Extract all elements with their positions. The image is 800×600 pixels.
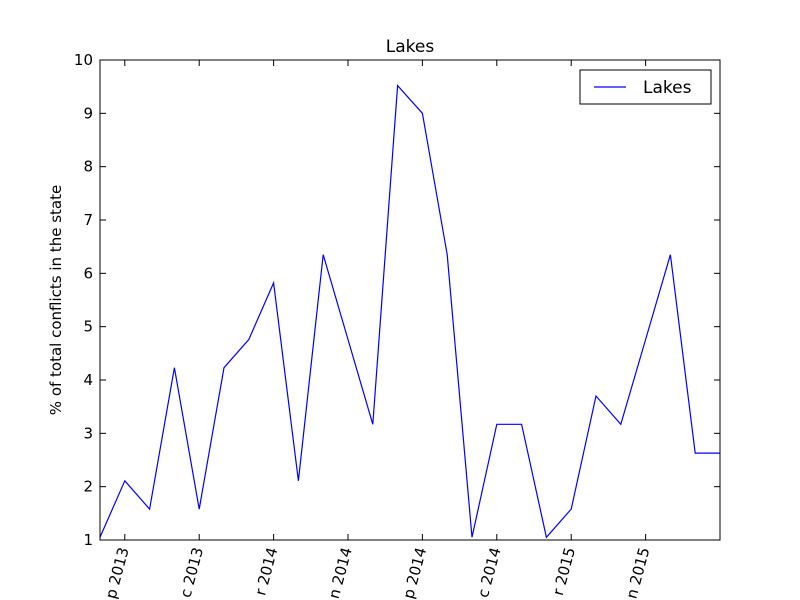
axes-frame xyxy=(99,59,721,541)
y-tick-label: 4 xyxy=(83,371,93,389)
y-tick-label: 2 xyxy=(83,478,93,496)
y-tick-label: 5 xyxy=(83,318,93,336)
plot-area xyxy=(99,59,721,541)
y-tick-label: 8 xyxy=(83,158,93,176)
y-tick-label: 6 xyxy=(83,264,93,282)
y-axis: 1 2 3 4 5 6 7 8 9 10 xyxy=(74,51,720,549)
y-tick-label: 1 xyxy=(83,531,93,549)
y-tick-label: 10 xyxy=(74,51,93,69)
legend-label-lakes: Lakes xyxy=(643,78,692,98)
legend: Lakes xyxy=(579,69,712,105)
y-tick-label: 9 xyxy=(83,104,93,122)
series-line-lakes xyxy=(99,84,720,539)
y-tick-label: 3 xyxy=(83,424,93,442)
chart-title: Lakes xyxy=(386,37,435,57)
y-axis-label: % of total conflicts in the state xyxy=(47,185,65,415)
y-tick-label: 7 xyxy=(83,211,93,229)
